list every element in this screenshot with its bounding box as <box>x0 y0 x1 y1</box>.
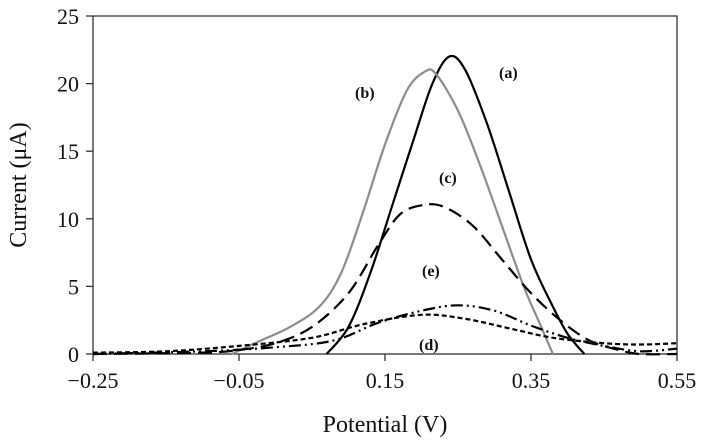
curve-b <box>231 68 554 355</box>
y-tick-label: 0 <box>68 342 79 367</box>
curve-label-c: (c) <box>439 170 457 187</box>
x-tick-label: 0.15 <box>366 368 405 393</box>
plot-frame <box>92 15 678 355</box>
x-tick-label: −0.25 <box>68 368 119 393</box>
curve-label-b: (b) <box>355 85 375 102</box>
curve-e <box>92 304 678 356</box>
y-tick-label: 15 <box>57 139 79 164</box>
curve-a <box>325 54 586 355</box>
curve-label-a: (a) <box>499 65 518 82</box>
x-tick-label: −0.05 <box>214 368 265 393</box>
curve-c <box>92 203 678 356</box>
curve-label-d: (d) <box>419 337 439 354</box>
x-tick-label: 0.55 <box>658 368 697 393</box>
y-tick-label: 25 <box>57 4 79 29</box>
y-tick-label: 10 <box>57 207 79 232</box>
x-tick-label: 0.35 <box>512 368 551 393</box>
y-tick-label: 5 <box>68 274 79 299</box>
y-tick-label: 20 <box>57 72 79 97</box>
curve-d <box>92 313 678 354</box>
y-axis-title: Current (μA) <box>6 122 32 248</box>
x-axis-title: Potential (V) <box>323 412 448 438</box>
curve-label-e: (e) <box>422 263 440 280</box>
